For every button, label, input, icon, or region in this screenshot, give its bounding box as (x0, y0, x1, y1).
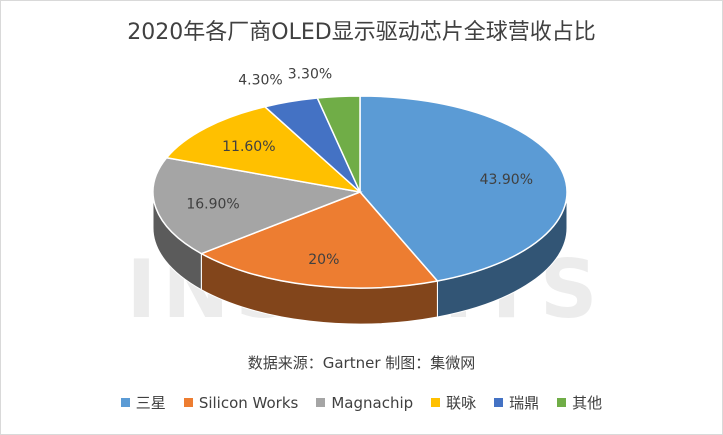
legend-item-4[interactable]: 瑞鼎 (494, 392, 539, 413)
legend-swatch (120, 398, 130, 407)
pie-slice-0[interactable] (359, 95, 568, 282)
legend-label: 瑞鼎 (509, 394, 540, 412)
slice-data-label-5: 3.30% (288, 67, 332, 83)
legend-item-2[interactable]: Magnachip (316, 392, 413, 413)
slice-data-label-0: 43.90% (480, 172, 533, 188)
slice-data-label-3: 11.60% (222, 139, 275, 155)
legend-label: 联咏 (446, 394, 477, 412)
legend-label: 三星 (135, 394, 166, 412)
slice-data-label-2: 16.90% (186, 196, 239, 212)
pie-slice-3[interactable] (165, 105, 363, 194)
pie-slice-1[interactable] (199, 191, 439, 289)
slice-data-label-4: 4.30% (238, 73, 282, 89)
legend-label: 其他 (572, 394, 603, 412)
legend-item-0[interactable]: 三星 (120, 392, 166, 413)
legend-swatch (494, 398, 504, 407)
slice-data-label-1: 20% (308, 252, 339, 268)
legend-item-1[interactable]: Silicon Works (183, 392, 299, 413)
chart-legend: 三星 Silicon Works Magnachip 联咏 瑞鼎 其他 (0, 392, 723, 413)
legend-label: Silicon Works (198, 393, 299, 412)
legend-swatch (316, 398, 326, 407)
legend-swatch (183, 398, 193, 407)
pie-slice-2[interactable] (152, 156, 363, 255)
source-note: 数据来源：Gartner 制图：集微网 (247, 354, 476, 372)
legend-item-5[interactable]: 其他 (557, 392, 602, 413)
legend-swatch (431, 398, 441, 407)
pie-slice-5[interactable] (316, 95, 361, 193)
legend-label: Magnachip (331, 393, 414, 412)
legend-swatch (557, 398, 567, 407)
chart-title: 2020年各厂商OLED显示驱动芯片全球营收占比 (127, 20, 596, 45)
legend-item-3[interactable]: 联咏 (431, 392, 476, 413)
